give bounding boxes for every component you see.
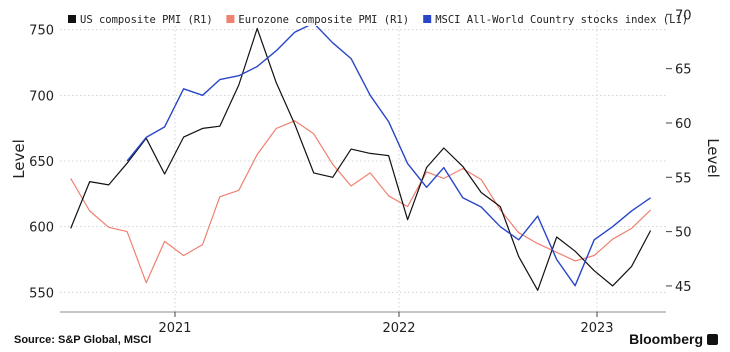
- right-y-axis-ticks: 45 50 55 60 65 70: [666, 8, 692, 295]
- source-note: Source: S&P Global, MSCI: [14, 334, 152, 346]
- left-tick-label: 750: [29, 24, 54, 39]
- legend-background: [62, 12, 576, 26]
- brand-label: Bloomberg: [629, 331, 703, 347]
- legend-entry-label: MSCI All-World Country stocks index (L1): [435, 14, 688, 26]
- right-tick-label: 55: [675, 171, 692, 186]
- bloomberg-logo-icon: [707, 333, 718, 345]
- legend: US composite PMI (R1) Eurozone composite …: [62, 12, 688, 26]
- series-layer: [70, 22, 652, 291]
- legend-entry-label: Eurozone composite PMI (R1): [238, 14, 409, 26]
- left-tick-label: 600: [29, 221, 54, 236]
- grid: [60, 10, 666, 313]
- legend-entry-label: US composite PMI (R1): [80, 14, 213, 26]
- legend-swatch: [423, 15, 432, 23]
- right-axis-title: Level: [704, 138, 722, 178]
- right-tick-label: 60: [675, 117, 692, 132]
- legend-swatch: [226, 15, 235, 23]
- right-tick-label: 65: [675, 63, 692, 78]
- right-tick-label: 45: [675, 280, 692, 295]
- left-tick-label: 650: [29, 155, 54, 170]
- x-tick-label: 2021: [158, 321, 191, 336]
- right-tick-label: 70: [675, 8, 692, 23]
- x-axis-ticks: 2021 2022 2023: [158, 312, 614, 336]
- left-tick-label: 700: [29, 89, 54, 104]
- x-tick-label: 2022: [382, 321, 415, 336]
- left-axis-title: Level: [10, 139, 28, 179]
- left-tick-label: 550: [29, 286, 54, 301]
- x-tick-label: 2023: [580, 321, 613, 336]
- legend-swatch: [68, 15, 76, 23]
- series-line-us-composite-pmi-r1: [70, 27, 652, 291]
- right-tick-label: 50: [675, 226, 692, 241]
- bloomberg-brand: Bloomberg: [629, 331, 718, 347]
- series-line-eurozone-composite-pmi-r1: [70, 120, 652, 284]
- left-y-axis-ticks: 550 600 650 700 750: [29, 24, 54, 302]
- series-line-msci-all-world-country-stocks-index-l1: [126, 22, 651, 287]
